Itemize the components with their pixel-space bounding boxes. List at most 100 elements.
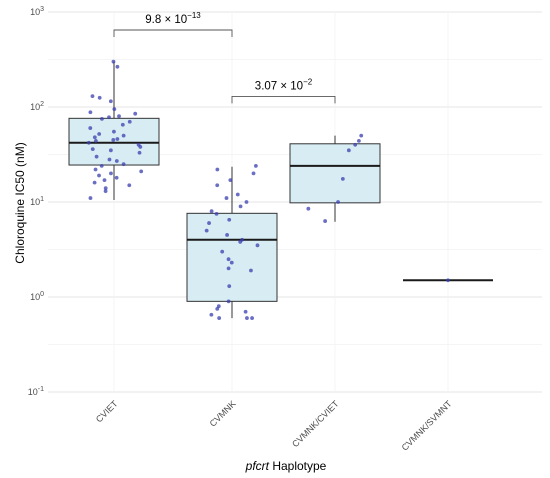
box (289, 143, 381, 204)
data-point (228, 178, 233, 183)
data-point (253, 163, 258, 168)
data-point (100, 116, 104, 121)
data-point (103, 189, 108, 194)
data-point (214, 211, 219, 216)
data-point (92, 180, 97, 185)
data-point (86, 140, 91, 145)
data-point (306, 206, 311, 211)
x-axis-title-gene: pfcrt (245, 459, 270, 473)
data-point (446, 278, 450, 283)
data-point (224, 196, 229, 200)
data-point (112, 107, 117, 112)
data-point (88, 126, 93, 130)
data-point (93, 138, 98, 143)
y-tick-label: 10-1 (28, 386, 44, 397)
p-value-label: 9.8 × 10−13 (145, 11, 201, 26)
y-axis-title: Chloroquine IC50 (nM) (13, 142, 27, 263)
significance-brackets: 9.8 × 10−13 3.07 × 10−2 (113, 11, 336, 104)
data-point (111, 138, 116, 142)
data-point (226, 266, 231, 271)
data-point (235, 192, 240, 197)
data-point (357, 138, 361, 143)
data-point (107, 115, 111, 120)
data-point (251, 171, 256, 176)
data-point (102, 178, 107, 183)
data-point (90, 94, 95, 99)
data-point (97, 173, 101, 178)
data-point (133, 111, 138, 116)
significance-bracket (231, 95, 336, 104)
data-point (121, 162, 126, 167)
data-point (359, 133, 364, 138)
data-point (88, 196, 93, 200)
data-point (99, 163, 104, 168)
y-tick-label: 102 (30, 101, 44, 112)
data-point (229, 260, 234, 265)
data-point (243, 309, 248, 314)
data-point (117, 114, 121, 119)
data-point (226, 257, 231, 262)
data-point (114, 159, 119, 163)
data-point (93, 167, 98, 172)
data-point (115, 137, 120, 141)
data-point (209, 312, 214, 317)
data-point (323, 219, 328, 223)
data-point (336, 200, 340, 204)
data-point (215, 167, 220, 172)
data-point (137, 150, 142, 155)
data-point (111, 59, 116, 64)
data-point (217, 316, 222, 320)
data-point (120, 122, 125, 127)
data-point (103, 186, 108, 191)
data-point (225, 233, 229, 237)
y-tick-label: 101 (30, 196, 44, 207)
data-point (215, 306, 220, 311)
data-point (227, 284, 232, 289)
data-point (238, 240, 243, 244)
data-point (92, 135, 97, 140)
data-point (204, 228, 209, 233)
data-point (340, 177, 345, 181)
data-point (127, 119, 132, 124)
data-point (346, 148, 351, 153)
data-point (94, 154, 99, 159)
x-axis-title: pfcrt Haplotype (245, 459, 327, 473)
data-point (244, 200, 249, 204)
significance-bracket (113, 29, 233, 37)
data-point (112, 129, 116, 134)
data-point (353, 142, 358, 147)
data-point (215, 183, 220, 188)
data-point (90, 147, 95, 152)
data-point (108, 99, 113, 104)
data-point (209, 209, 214, 214)
data-point (108, 148, 113, 153)
y-tick-label: 103 (30, 6, 44, 17)
data-point (97, 132, 102, 136)
data-points (86, 59, 450, 320)
boxplots (68, 61, 493, 319)
data-point (249, 268, 253, 273)
y-tick-label: 100 (30, 291, 44, 302)
data-point (121, 133, 126, 138)
data-point (207, 221, 211, 225)
data-point (127, 183, 132, 188)
data-point (138, 145, 143, 149)
data-point (226, 299, 231, 304)
y-axis-ticks: 10-1 100 101 102 103 (28, 6, 44, 397)
x-tick-label: CVMNK/SVMNT (400, 398, 454, 452)
data-point (109, 171, 113, 176)
data-point (107, 157, 112, 162)
box (186, 212, 278, 302)
data-point (238, 204, 243, 209)
data-point (227, 217, 232, 222)
data-point (220, 249, 225, 254)
data-point (97, 95, 102, 100)
data-point (88, 110, 93, 115)
data-point (139, 169, 144, 174)
data-point (114, 175, 119, 180)
data-point (250, 316, 254, 320)
x-tick-label: CVMNK/CVIET (290, 398, 341, 449)
data-point (255, 243, 260, 248)
x-axis-title-rest: Haplotype (269, 459, 327, 473)
x-tick-label: CVMNK (208, 399, 238, 429)
